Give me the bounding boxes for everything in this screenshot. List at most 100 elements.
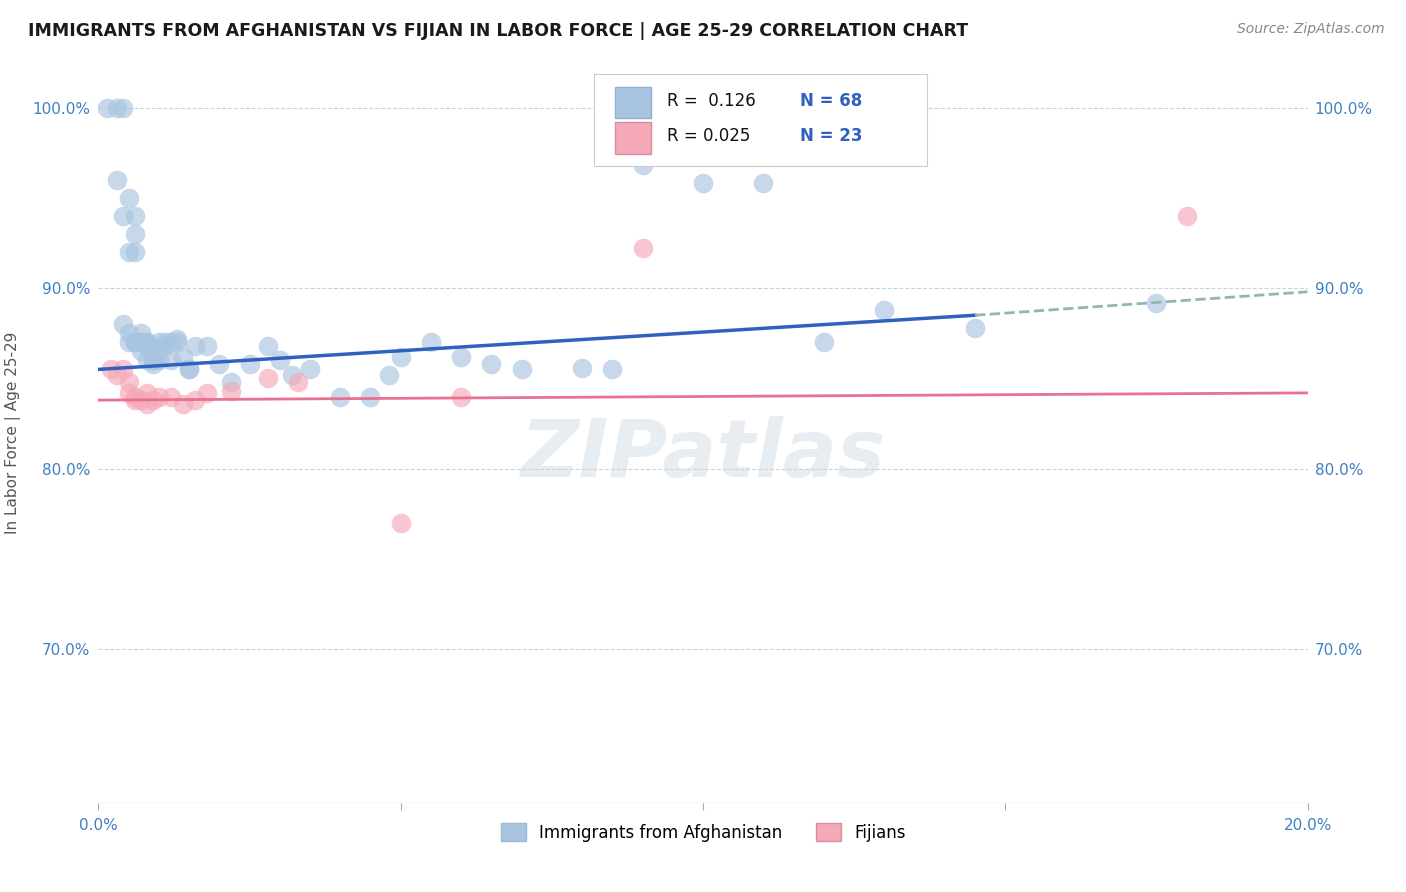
Point [142,357,165,371]
Point [239,357,262,371]
Point [195,385,218,400]
Point [111,362,134,376]
Point [124,335,146,350]
Point [148,353,170,368]
Point [100,362,122,376]
Point [571,360,593,375]
Point [148,335,170,350]
Point [124,227,146,241]
Point [299,362,322,376]
Point [111,209,134,223]
Point [124,390,146,404]
Point [256,339,278,353]
Point [281,368,304,382]
Point [142,353,165,368]
Legend: Immigrants from Afghanistan, Fijians: Immigrants from Afghanistan, Fijians [492,815,914,850]
Point [256,371,278,385]
Text: R = 0.025: R = 0.025 [666,128,749,145]
Point [873,302,896,317]
Point [118,335,141,350]
Point [148,390,170,404]
Point [135,353,157,368]
Point [360,390,382,404]
Point [129,326,152,341]
Point [481,357,503,371]
Point [221,384,243,398]
Point [111,101,134,115]
Point [329,390,352,404]
Point [142,353,165,368]
Point [118,245,141,260]
Point [420,335,443,350]
Point [692,177,714,191]
Point [602,362,624,376]
Point [129,393,152,408]
Point [135,385,157,400]
Point [450,350,472,364]
Point [124,393,146,408]
Text: N = 68: N = 68 [800,92,862,110]
Point [148,344,170,359]
FancyBboxPatch shape [614,122,651,153]
Text: R =  0.126: R = 0.126 [666,92,755,110]
Point [124,335,146,350]
Point [135,339,157,353]
Point [124,209,146,223]
Point [160,390,183,404]
Point [105,101,128,115]
Point [389,516,412,530]
Point [135,335,157,350]
Y-axis label: In Labor Force | Age 25-29: In Labor Force | Age 25-29 [6,332,21,533]
Point [208,357,231,371]
Point [166,335,188,350]
Point [129,335,152,350]
Point [111,318,134,332]
Point [142,353,165,368]
FancyBboxPatch shape [595,73,927,166]
Point [184,339,207,353]
Point [1175,209,1198,223]
Point [965,321,987,335]
Point [135,397,157,411]
Point [129,335,152,350]
Point [184,393,207,408]
Point [118,385,141,400]
Point [129,344,152,359]
Point [172,397,194,411]
FancyBboxPatch shape [614,87,651,118]
Point [124,245,146,260]
Point [142,393,165,408]
Text: Source: ZipAtlas.com: Source: ZipAtlas.com [1237,22,1385,37]
Point [96,101,118,115]
Point [269,353,291,368]
Point [389,350,412,364]
Point [221,375,243,389]
Point [631,158,654,172]
Point [160,335,183,350]
Point [153,339,176,353]
Point [105,368,128,382]
Point [118,191,141,205]
Point [160,353,183,368]
Text: IMMIGRANTS FROM AFGHANISTAN VS FIJIAN IN LABOR FORCE | AGE 25-29 CORRELATION CHA: IMMIGRANTS FROM AFGHANISTAN VS FIJIAN IN… [28,22,969,40]
Point [179,362,201,376]
Text: N = 23: N = 23 [800,128,862,145]
Point [135,335,157,350]
Point [287,375,309,389]
Point [450,390,472,404]
Point [118,375,141,389]
Point [510,362,533,376]
Point [153,335,176,350]
Point [377,368,399,382]
Point [172,350,194,364]
Point [195,339,218,353]
Point [124,335,146,350]
Point [118,326,141,341]
Point [752,177,775,191]
Text: ZIPatlas: ZIPatlas [520,416,886,494]
Point [129,335,152,350]
Point [166,332,188,346]
Point [105,173,128,187]
Point [179,362,201,376]
Point [813,335,835,350]
